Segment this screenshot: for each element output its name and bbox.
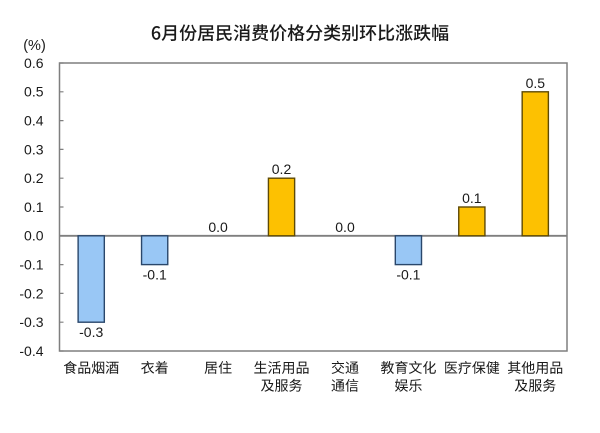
svg-text:-0.2: -0.2 xyxy=(19,285,43,301)
svg-text:-0.4: -0.4 xyxy=(19,343,43,359)
svg-text:0.6: 0.6 xyxy=(24,55,44,71)
svg-text:0.2: 0.2 xyxy=(272,161,292,177)
svg-text:-0.3: -0.3 xyxy=(79,324,103,340)
svg-text:0.3: 0.3 xyxy=(24,141,44,157)
svg-text:-0.1: -0.1 xyxy=(143,267,167,283)
svg-text:0.1: 0.1 xyxy=(24,199,44,215)
svg-text:0.5: 0.5 xyxy=(526,75,546,91)
svg-text:0.0: 0.0 xyxy=(208,219,228,235)
svg-text:-0.1: -0.1 xyxy=(396,267,420,283)
svg-text:0.0: 0.0 xyxy=(335,219,355,235)
svg-text:0.1: 0.1 xyxy=(462,190,482,206)
svg-text:0.0: 0.0 xyxy=(24,228,44,244)
svg-text:(%): (%) xyxy=(23,38,46,54)
svg-text:0.4: 0.4 xyxy=(24,113,44,129)
svg-text:-0.3: -0.3 xyxy=(19,314,43,330)
svg-text:0.2: 0.2 xyxy=(24,170,44,186)
svg-text:-0.1: -0.1 xyxy=(19,257,43,273)
svg-text:0.5: 0.5 xyxy=(24,84,44,100)
